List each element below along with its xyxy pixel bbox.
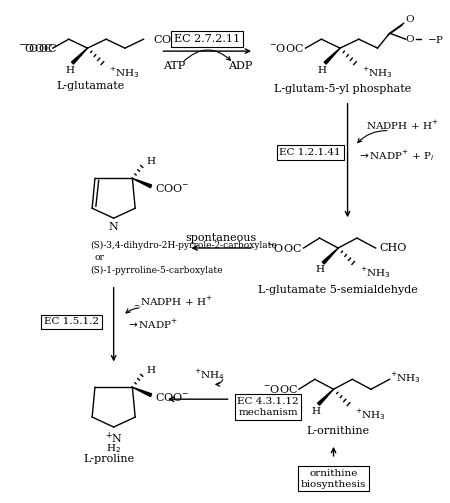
Polygon shape: [72, 48, 87, 64]
Text: L-glutam-5-yl phosphate: L-glutam-5-yl phosphate: [274, 84, 411, 94]
Text: $^{-}$OOC: $^{-}$OOC: [18, 42, 53, 54]
Text: H: H: [146, 366, 155, 375]
Text: O: O: [405, 15, 414, 24]
Text: ornithine
biosynthesis: ornithine biosynthesis: [301, 469, 366, 489]
Text: H: H: [311, 406, 320, 415]
Text: $^{-}$OOC: $^{-}$OOC: [267, 242, 302, 254]
Text: L-proline: L-proline: [83, 454, 135, 464]
Text: $^{+}$NH$_3$: $^{+}$NH$_3$: [360, 266, 391, 280]
Text: H: H: [318, 65, 327, 74]
Text: $^{-}$OOC: $^{-}$OOC: [22, 42, 57, 54]
Text: $-$P: $-$P: [427, 34, 444, 45]
Text: O: O: [405, 35, 414, 44]
Text: $^{-}$OOC: $^{-}$OOC: [269, 42, 304, 54]
Text: ATP: ATP: [163, 61, 185, 71]
Text: (S)-3,4-dihydro-2H-pyrrole-2-carboxylate: (S)-3,4-dihydro-2H-pyrrole-2-carboxylate: [90, 240, 277, 249]
Text: COO$^{-}$: COO$^{-}$: [155, 391, 189, 403]
Text: EC 2.7.2.11: EC 2.7.2.11: [174, 34, 240, 44]
Text: N: N: [109, 222, 118, 232]
Text: (S)-1-pyrroline-5-carboxylate: (S)-1-pyrroline-5-carboxylate: [90, 266, 223, 276]
Polygon shape: [324, 48, 340, 64]
Text: $^{+}$NH$_3$: $^{+}$NH$_3$: [362, 65, 392, 80]
Text: H$_2$: H$_2$: [106, 442, 121, 455]
Text: H: H: [316, 266, 325, 275]
Text: ADP: ADP: [228, 61, 252, 71]
Text: $^{-}$OOC: $^{-}$OOC: [263, 383, 298, 395]
Text: L-glutamate: L-glutamate: [56, 81, 124, 91]
Text: spontaneous: spontaneous: [186, 233, 257, 243]
Text: L-glutamate 5-semialdehyde: L-glutamate 5-semialdehyde: [258, 285, 418, 295]
Polygon shape: [318, 389, 333, 405]
Text: $^{+}$NH$_3$: $^{+}$NH$_3$: [355, 406, 386, 422]
Polygon shape: [132, 179, 152, 188]
Text: COO$^{-}$: COO$^{-}$: [153, 33, 188, 45]
Text: H: H: [65, 65, 74, 74]
Text: L-ornithine: L-ornithine: [306, 426, 370, 436]
Text: NADPH + H$^{+}$: NADPH + H$^{+}$: [140, 295, 212, 308]
Text: EC 4.3.1.12
mechanism: EC 4.3.1.12 mechanism: [237, 397, 299, 417]
Text: NADPH + H$^{+}$: NADPH + H$^{+}$: [366, 119, 439, 132]
Text: H: H: [146, 157, 155, 166]
Text: EC 1.5.1.2: EC 1.5.1.2: [44, 317, 99, 326]
Text: COO$^{-}$: COO$^{-}$: [155, 183, 189, 194]
Polygon shape: [132, 387, 152, 396]
Text: $\rightarrow$NADP$^{+}$ + P$_i$: $\rightarrow$NADP$^{+}$ + P$_i$: [357, 148, 434, 163]
Polygon shape: [322, 248, 338, 264]
Text: CHO: CHO: [379, 243, 407, 253]
Text: $^{+}$NH$_3$: $^{+}$NH$_3$: [109, 65, 140, 80]
Text: $^{+}$N: $^{+}$N: [104, 431, 123, 446]
Text: $\frown$: $\frown$: [131, 301, 143, 309]
Text: or: or: [94, 254, 104, 263]
Text: EC 1.2.1.41: EC 1.2.1.41: [279, 148, 341, 157]
Text: $^{+}$NH$_3$: $^{+}$NH$_3$: [390, 370, 420, 385]
Text: $\rightarrow$NADP$^{+}$: $\rightarrow$NADP$^{+}$: [126, 318, 178, 331]
Text: $^{+}$NH$_4$: $^{+}$NH$_4$: [194, 367, 225, 382]
